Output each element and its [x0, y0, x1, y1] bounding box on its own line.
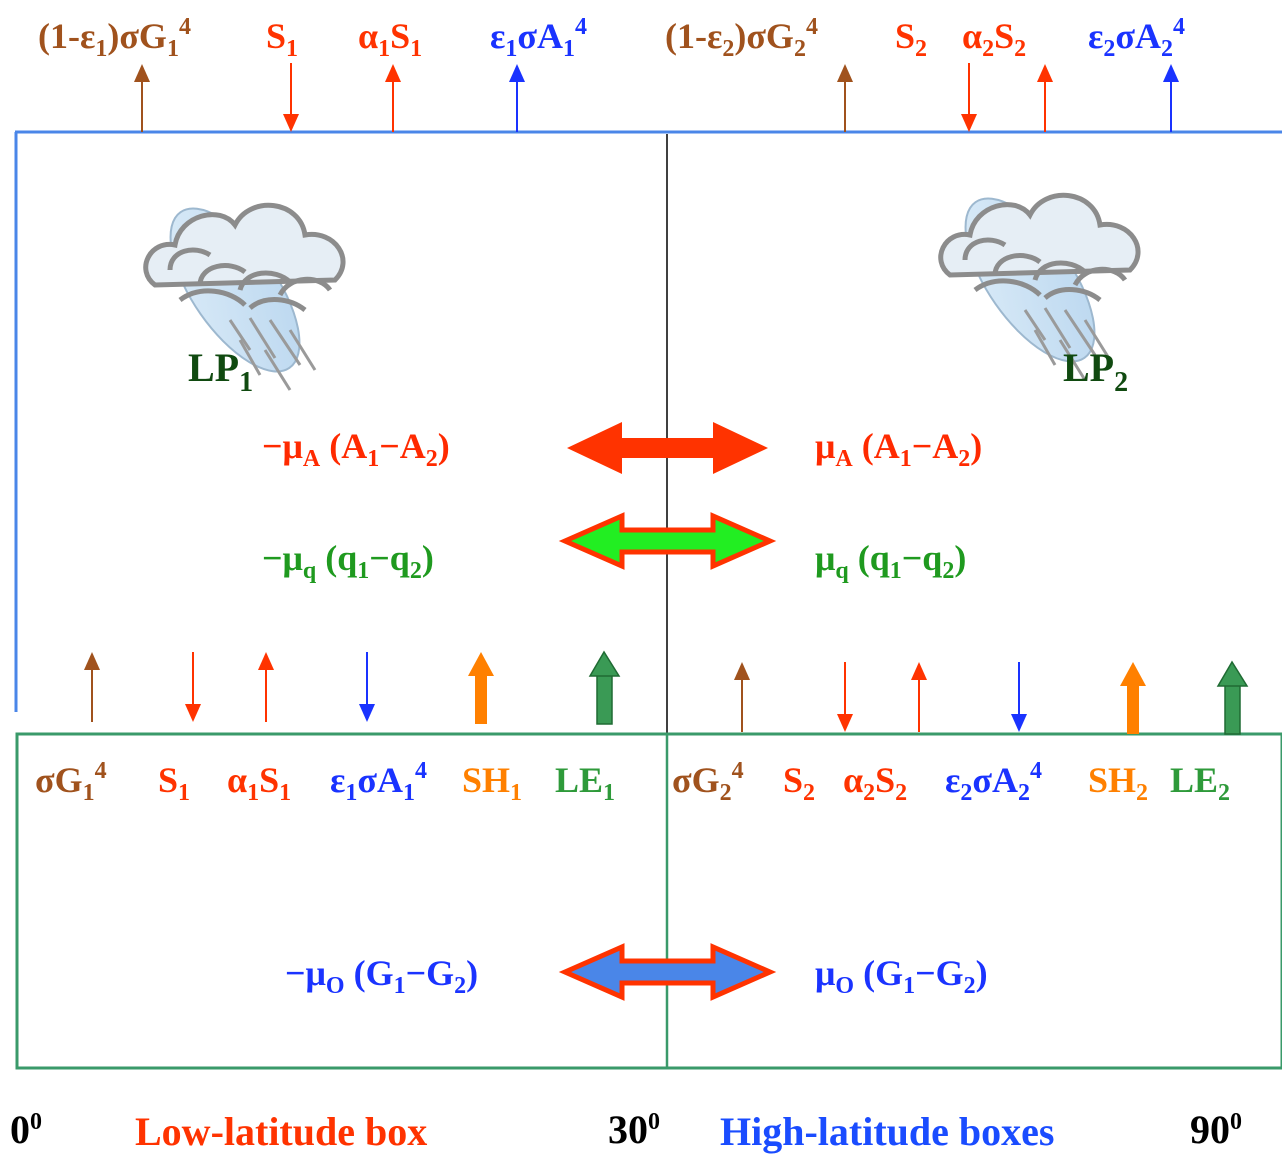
label-longwave-toa-low: (1-ε1)σG14 — [38, 14, 191, 62]
latitude-0-label: 00 — [10, 1107, 42, 1152]
label-atmos-exchange-right: μA (A1−A2) — [815, 426, 983, 472]
label-albedo-toa-high: α2S2 — [962, 16, 1027, 62]
label-longwave-surface-high: σG24 — [672, 758, 744, 806]
label-shortwave-toa-high: S2 — [895, 16, 928, 62]
label-atmos-emission-surface-low: ε1σA14 — [330, 758, 427, 806]
label-moist-exchange-left: −μq (q1−q2) — [262, 538, 434, 584]
label-albedo-surface-low: α1S1 — [227, 760, 292, 806]
label-longwave-toa-high: (1-ε2)σG24 — [665, 14, 818, 62]
label-atmos-emission-toa-high: ε2σA24 — [1088, 14, 1185, 62]
surface-flux-arrows-low — [84, 650, 621, 725]
ocean-heat-exchange-arrow — [558, 943, 777, 1001]
label-sensible-heat-low: SH1 — [462, 760, 523, 806]
ocean-box-border — [15, 732, 1282, 1070]
label-shortwave-surface-low: S1 — [158, 760, 191, 806]
label-shortwave-toa-low: S1 — [266, 16, 299, 62]
label-moist-exchange-right: μq (q1−q2) — [815, 538, 967, 584]
label-albedo-toa-low: α1S1 — [358, 16, 423, 62]
label-atmos-emission-surface-high: ε2σA24 — [945, 758, 1042, 806]
label-longwave-surface-low: σG14 — [35, 758, 107, 806]
label-atmos-emission-toa-low: ε1σA14 — [490, 14, 587, 62]
label-ocean-exchange-left: −μO (G1−G2) — [285, 953, 479, 999]
atmospheric-heat-exchange-arrow — [567, 422, 768, 474]
label-albedo-surface-high: α2S2 — [843, 760, 908, 806]
top-flux-arrows-high — [837, 63, 1179, 132]
surface-flux-arrows-high — [734, 660, 1249, 735]
moisture-exchange-arrow — [558, 512, 777, 570]
high-latitude-boxes-label: High-latitude boxes — [720, 1109, 1055, 1154]
label-lp-high: LP2 — [1063, 345, 1129, 398]
latitude-30-label: 300 — [608, 1107, 660, 1152]
low-latitude-box-label: Low-latitude box — [135, 1109, 428, 1154]
label-latent-heat-high: LE2 — [1170, 760, 1231, 806]
label-latent-heat-low: LE1 — [555, 760, 616, 806]
label-sensible-heat-high: SH2 — [1088, 760, 1149, 806]
latitude-90-label: 900 — [1190, 1107, 1242, 1152]
label-atmos-exchange-left: −μA (A1−A2) — [262, 426, 450, 472]
label-shortwave-surface-high: S2 — [783, 760, 816, 806]
label-ocean-exchange-right: μO (G1−G2) — [815, 953, 988, 999]
top-flux-arrows-low — [134, 63, 525, 132]
label-lp-low: LP1 — [188, 345, 254, 398]
